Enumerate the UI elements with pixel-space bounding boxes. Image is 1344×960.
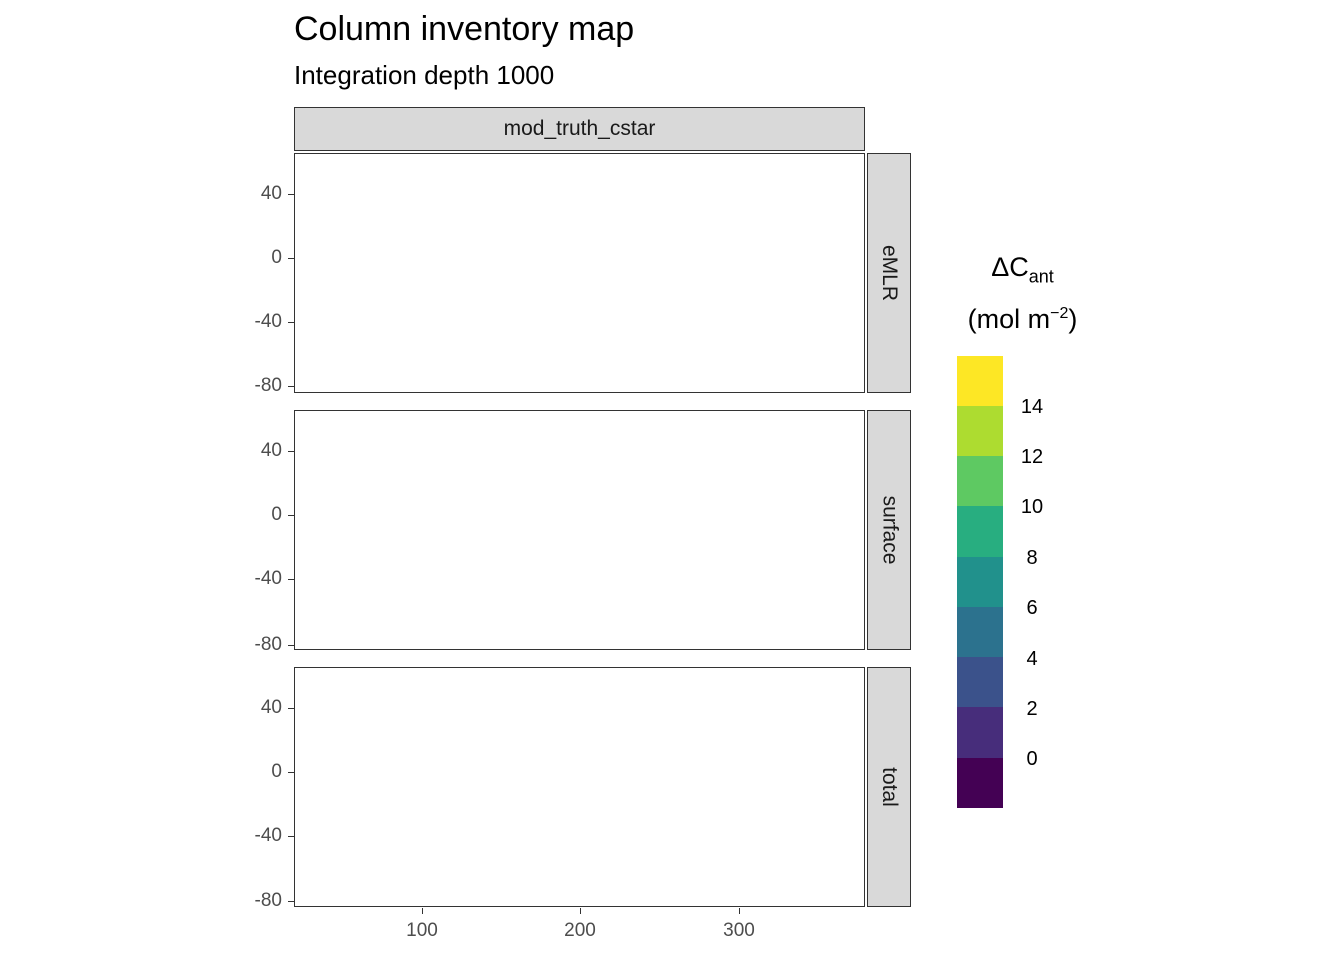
legend-label: 14 xyxy=(1020,396,1044,418)
legend-swatch xyxy=(957,607,1003,657)
legend-label: 2 xyxy=(1026,698,1038,720)
legend-title: ΔCant xyxy=(955,252,1090,287)
legend-title-main: ΔC xyxy=(991,252,1029,282)
legend-label: 4 xyxy=(1026,648,1038,670)
plot-title: Column inventory map xyxy=(294,10,635,48)
y-tick-mark xyxy=(288,386,294,387)
y-tick-mark xyxy=(288,772,294,773)
y-tick-label: 0 xyxy=(271,504,282,525)
y-tick-label: 0 xyxy=(271,761,282,782)
facet-column-strip: mod_truth_cstar xyxy=(294,107,865,151)
y-tick-label: -80 xyxy=(254,375,282,396)
legend-label: 8 xyxy=(1026,547,1038,569)
legend-swatch xyxy=(957,506,1003,557)
y-tick-mark xyxy=(288,451,294,452)
legend-swatch xyxy=(957,557,1003,607)
legend-unit-pre: (mol m xyxy=(967,304,1051,334)
panel-background xyxy=(294,410,865,650)
legend-title-sub: ant xyxy=(1028,266,1054,287)
y-tick-mark xyxy=(288,708,294,709)
facet-row-label: surface xyxy=(878,495,901,565)
legend-unit-post: ) xyxy=(1068,304,1078,334)
legend-label: 0 xyxy=(1026,748,1038,770)
y-tick-mark xyxy=(288,645,294,646)
facet-row-strip-emlr: eMLR xyxy=(867,153,911,393)
x-tick-label: 300 xyxy=(723,920,755,941)
y-tick-mark xyxy=(288,579,294,580)
legend-swatch xyxy=(957,657,1003,707)
x-tick-mark xyxy=(580,908,581,914)
y-tick-label: 40 xyxy=(260,183,282,204)
y-tick-mark xyxy=(288,258,294,259)
x-tick-label: 100 xyxy=(406,920,438,941)
y-tick-label: -40 xyxy=(254,825,282,846)
map-panel-total xyxy=(294,667,865,907)
facet-column-label: mod_truth_cstar xyxy=(503,117,656,140)
y-tick-label: -40 xyxy=(254,311,282,332)
y-tick-label: 0 xyxy=(271,247,282,268)
y-tick-mark xyxy=(288,836,294,837)
legend-swatch xyxy=(957,356,1003,406)
legend-label: 12 xyxy=(1020,446,1044,468)
y-tick-label: -80 xyxy=(254,890,282,911)
legend-swatch xyxy=(957,456,1003,506)
y-tick-mark xyxy=(288,194,294,195)
facet-row-strip-surface: surface xyxy=(867,410,911,650)
map-panel-surface xyxy=(294,410,865,650)
plot-subtitle: Integration depth 1000 xyxy=(294,60,555,90)
y-tick-label: -80 xyxy=(254,634,282,655)
legend-swatch xyxy=(957,707,1003,758)
legend-unit: (mol m−2) xyxy=(955,304,1090,335)
x-tick-mark xyxy=(422,908,423,914)
panel-background xyxy=(294,153,865,393)
x-tick-mark xyxy=(739,908,740,914)
facet-row-label: total xyxy=(877,767,901,807)
legend-unit-sup: −2 xyxy=(1050,305,1069,322)
y-tick-label: 40 xyxy=(260,440,282,461)
y-tick-label: -40 xyxy=(254,568,282,589)
legend-swatch xyxy=(957,406,1003,456)
panel-background xyxy=(294,667,865,907)
y-tick-mark xyxy=(288,515,294,516)
legend-label: 10 xyxy=(1020,496,1044,518)
y-tick-mark xyxy=(288,901,294,902)
map-panel-emlr xyxy=(294,153,865,393)
legend-color-bar xyxy=(957,356,1003,808)
y-tick-label: 40 xyxy=(260,697,282,718)
facet-row-label: eMLR xyxy=(878,244,901,302)
facet-row-strip-total: total xyxy=(867,667,911,907)
legend-label: 6 xyxy=(1026,597,1038,619)
x-tick-label: 200 xyxy=(564,920,596,941)
legend-swatch xyxy=(957,758,1003,808)
y-tick-mark xyxy=(288,322,294,323)
